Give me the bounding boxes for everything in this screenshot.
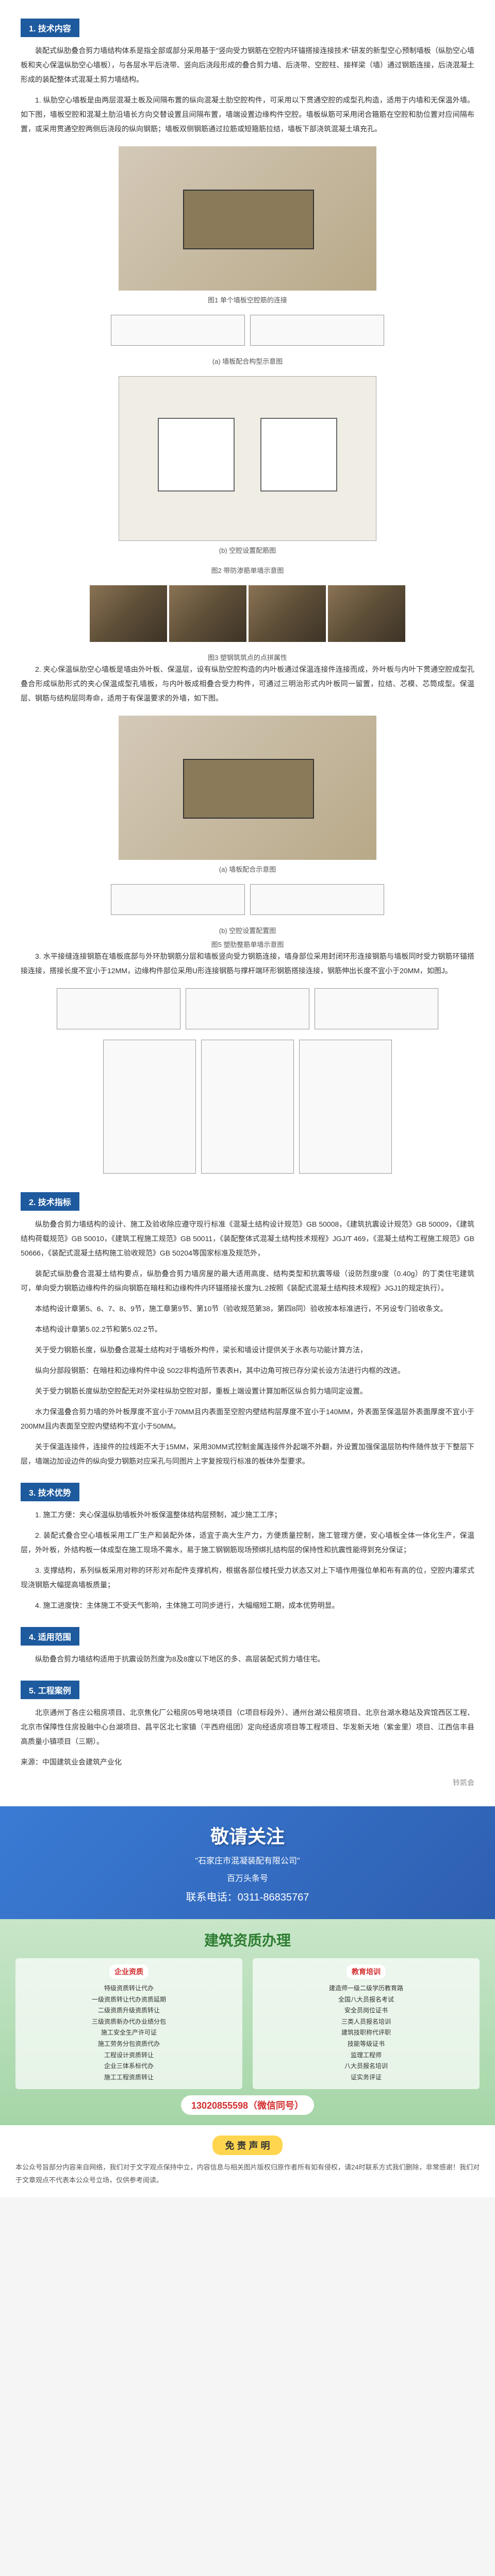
- diagram-section: [315, 988, 438, 1029]
- disclaimer-text: 本公众号旨部分内容来自网络，我们对于文字观点保持中立，内容信息与相关图片版权归原…: [15, 2161, 480, 2187]
- figure-caption: 图5 塑肋整筋单墙示意图: [21, 939, 474, 949]
- figure-8: [21, 1040, 474, 1174]
- ad2-col1-list: 特级资质转让代办 一级资质转让代办资质延期 二级资质升级资质转让 三级资质新办代…: [22, 1983, 236, 2083]
- author-line: 铃凯会: [21, 1775, 474, 1790]
- paragraph: 水力保温叠合剪力墙的外叶板厚度不宜小于70MM且内表面至空腔内壁结构层厚度不宜小…: [21, 1404, 474, 1433]
- figure-caption: (a) 墙板配合构型示意图: [21, 356, 474, 366]
- diagram-vertical-section: [201, 1040, 294, 1174]
- section-2-header: 2. 技术指标: [21, 1192, 79, 1211]
- paragraph: 纵向分部段钢筋：在暗柱和边缘构件中设 5022非构造所节表表H，其中边角可按已存…: [21, 1363, 474, 1378]
- paragraph: 北京通州丁各庄公租房项目、北京焦化厂公租房05号地块项目（C项目标段外）、通州台…: [21, 1705, 474, 1749]
- figure-caption: (b) 空腔设置配筋图: [21, 545, 474, 555]
- paragraph: 本结构设计章第5、6、7、8、9节，施工章第9节、第10节（验收规范第38，第四…: [21, 1301, 474, 1316]
- section-5-header: 5. 工程案例: [21, 1681, 79, 1699]
- figure-caption: 图3 塑钢筑筑点的点拼属性: [21, 652, 474, 662]
- figure-6: [21, 884, 474, 915]
- diagram-section: [57, 988, 180, 1029]
- ad-banner-services: 建筑资质办理 企业资质 特级资质转让代办 一级资质转让代办资质延期 二级资质升级…: [0, 1919, 495, 2125]
- ad2-col2-list: 建造师一级二级学历教育路 全国八大员报名考试 安全员岗位证书 三类人员报名培训 …: [259, 1983, 473, 2083]
- document-page: 1. 技术内容 装配式纵肋叠合剪力墙结构体系是指全部或部分采用基于"竖向受力钢筋…: [0, 0, 495, 2197]
- paragraph: 4. 施工进度快：主体施工不受天气影响，主体施工可同步进行，大幅缩短工期，成本优…: [21, 1598, 474, 1613]
- diagram-section: [111, 884, 245, 915]
- content-area: 1. 技术内容 装配式纵肋叠合剪力墙结构体系是指全部或部分采用基于"竖向受力钢筋…: [0, 0, 495, 1806]
- paragraph: 纵肋叠合剪力墙结构的设计、施工及验收除应遵守现行标准《混凝土结构设计规范》GB …: [21, 1217, 474, 1260]
- diagram-section: [250, 315, 384, 346]
- paragraph: 本结构设计章第5.02.2节和第5.02.2节。: [21, 1322, 474, 1336]
- source-line: 来源：中国建筑业会建筑产业化: [21, 1755, 474, 1769]
- diagram-section: [186, 988, 309, 1029]
- figure-caption: 图2 带防渗筋单墙示意图: [21, 565, 474, 575]
- figure-7: [21, 988, 474, 1029]
- ad2-phone: 13020855598（微信同号）: [181, 2095, 314, 2115]
- paragraph: 2. 夹心保温纵肋空心墙板是墙由外叶板、保温层，设有纵肋空腔构造的内叶板通过保温…: [21, 662, 474, 705]
- figure-isometric-wall: [119, 146, 376, 291]
- construction-photo: [169, 585, 246, 642]
- ad1-title: 敬请关注: [15, 1822, 480, 1849]
- construction-photo: [90, 585, 167, 642]
- section-1-header: 1. 技术内容: [21, 19, 79, 37]
- ad1-subtitle2: 百万头条号: [15, 1871, 480, 1884]
- figure-isometric-wall: [119, 716, 376, 860]
- diagram-vertical-section: [103, 1040, 196, 1174]
- paragraph: 关于保温连接件，连接件的拉线距不大于15MM，采用30MM式控制金属连接件外起端…: [21, 1439, 474, 1468]
- construction-photo: [328, 585, 405, 642]
- paragraph: 1. 纵肋空心墙板是由两层混凝土板及间隔布置的纵向混凝土肋空腔构件，可采用以下贯…: [21, 93, 474, 136]
- ad-banner-follow: 敬请关注 "石家庄市混凝装配有限公司" 百万头条号 联系电话：0311-8683…: [0, 1806, 495, 1919]
- diagram-section: [250, 884, 384, 915]
- disclaimer-section: 免 责 声 明 本公众号旨部分内容来自网络，我们对于文字观点保持中立，内容信息与…: [0, 2125, 495, 2197]
- ad1-phone: 联系电话：0311-86835767: [15, 1889, 480, 1904]
- paragraph: 装配式纵肋叠合剪力墙结构体系是指全部或部分采用基于"竖向受力钢筋在空腔内环锚搭接…: [21, 43, 474, 87]
- paragraph: 1. 施工方便：夹心保温纵肋墙板外叶板保温整体结构层预制，减少施工工序；: [21, 1507, 474, 1522]
- figure-wall-elevation: [119, 376, 376, 541]
- paragraph: 3. 支撑结构，系列纵板采用对称的环形对布配件支撑机构，根据各部位楼托受力状态又…: [21, 1563, 474, 1592]
- figure-caption: 图1 单个墙板空腔筋的连接: [21, 295, 474, 304]
- paragraph: 关于受力钢筋长度，纵肋叠合混凝土结构对于墙板外构件，梁长和墙设计提供关于水表与功…: [21, 1343, 474, 1357]
- figure-1: 图1 单个墙板空腔筋的连接: [21, 146, 474, 304]
- ad2-title: 建筑资质办理: [15, 1929, 480, 1950]
- ad2-column-1: 企业资质 特级资质转让代办 一级资质转让代办资质延期 二级资质升级资质转让 三级…: [15, 1958, 242, 2089]
- diagram-vertical-section: [299, 1040, 392, 1174]
- ad1-subtitle: "石家庄市混凝装配有限公司": [15, 1854, 480, 1866]
- paragraph: 纵肋叠合剪力墙结构适用于抗震设防烈度为8及8度以下地区的多、高层装配式剪力墙住宅…: [21, 1652, 474, 1666]
- paragraph: 2. 装配式叠合空心墙板采用工厂生产和装配外体，适宜于高大生产力，方便质量控制，…: [21, 1528, 474, 1557]
- figure-caption: (a) 墙板配合示意图: [21, 864, 474, 874]
- diagram-section: [111, 315, 245, 346]
- figure-4-photos: [21, 585, 474, 642]
- ad2-columns: 企业资质 特级资质转让代办 一级资质转让代办资质延期 二级资质升级资质转让 三级…: [15, 1958, 480, 2089]
- ad2-col1-title: 企业资质: [109, 1964, 148, 1979]
- ad2-col2-title: 教育培训: [346, 1964, 386, 1979]
- paragraph: 装配式纵肋叠合混凝土结构要点，纵肋叠合剪力墙房屋的最大适用高度、结构类型和抗震等…: [21, 1266, 474, 1295]
- figure-2: [21, 315, 474, 346]
- figure-caption: (b) 空腔设置配置图: [21, 925, 474, 935]
- ad2-column-2: 教育培训 建造师一级二级学历教育路 全国八大员报名考试 安全员岗位证书 三类人员…: [253, 1958, 480, 2089]
- section-4-header: 4. 适用范围: [21, 1627, 79, 1646]
- paragraph: 3. 水平接缝连接钢筋在墙板底部与外环肋钢筋分层和墙板竖向受力钢筋连接，墙身部位…: [21, 949, 474, 978]
- disclaimer-title: 免 责 声 明: [212, 2136, 282, 2155]
- figure-5: (a) 墙板配合示意图: [21, 716, 474, 874]
- paragraph: 关于受力钢筋长度纵肋空腔配无对外梁柱纵肋空腔对部，重板上端设置计算加断区纵合剪力…: [21, 1384, 474, 1398]
- figure-3: (b) 空腔设置配筋图: [21, 376, 474, 555]
- section-3-header: 3. 技术优势: [21, 1483, 79, 1501]
- construction-photo: [249, 585, 326, 642]
